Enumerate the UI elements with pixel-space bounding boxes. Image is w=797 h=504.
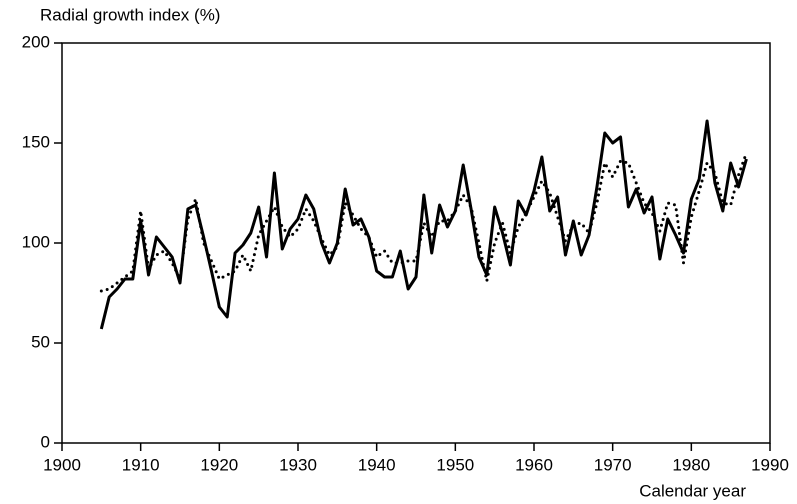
y-axis-label: Radial growth index (%) [40, 5, 220, 24]
series-line [99, 151, 748, 293]
x-tick-label: 1920 [200, 455, 238, 474]
x-tick-label: 1940 [358, 455, 396, 474]
y-tick-label: 0 [41, 432, 50, 451]
y-tick-label: 100 [22, 232, 50, 251]
x-axis-label: Calendar year [639, 481, 746, 500]
x-tick-label: 1910 [122, 455, 160, 474]
y-tick-label: 50 [31, 332, 50, 351]
series-line [99, 119, 748, 330]
x-tick-label: 1930 [279, 455, 317, 474]
x-tick-label: 1950 [436, 455, 474, 474]
y-tick-label: 150 [22, 132, 50, 151]
y-tick-label: 200 [22, 32, 50, 51]
x-tick-label: 1990 [751, 455, 789, 474]
x-tick-label: 1980 [672, 455, 710, 474]
x-tick-label: 1900 [43, 455, 81, 474]
x-tick-label: 1960 [515, 455, 553, 474]
x-tick-label: 1970 [594, 455, 632, 474]
